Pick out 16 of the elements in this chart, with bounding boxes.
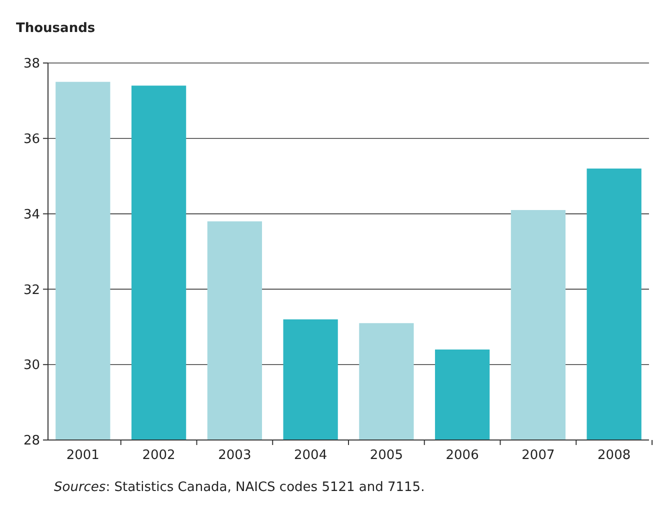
- x-tick-label: 2002: [142, 448, 176, 463]
- x-tick-label: 2005: [370, 448, 403, 463]
- x-tick-label: 2007: [522, 448, 555, 463]
- x-tick-label: 2001: [66, 448, 100, 463]
- y-axis-title: Thousands: [16, 21, 96, 36]
- y-tick-label: 34: [23, 207, 40, 222]
- x-tick-label: 2003: [218, 448, 252, 463]
- source-note: Sources: Statistics Canada, NAICS codes 5121 and 7115.: [54, 480, 425, 495]
- y-tick-label: 32: [23, 282, 40, 298]
- x-tick-label: 2004: [294, 448, 328, 463]
- x-tick-label: 2006: [446, 448, 479, 463]
- y-tick-label: 30: [23, 358, 40, 374]
- y-tick-label: 28: [23, 434, 40, 449]
- y-tick-label: 36: [23, 132, 40, 147]
- y-tick-label: 38: [23, 56, 40, 72]
- x-tick-label: 2008: [598, 448, 631, 463]
